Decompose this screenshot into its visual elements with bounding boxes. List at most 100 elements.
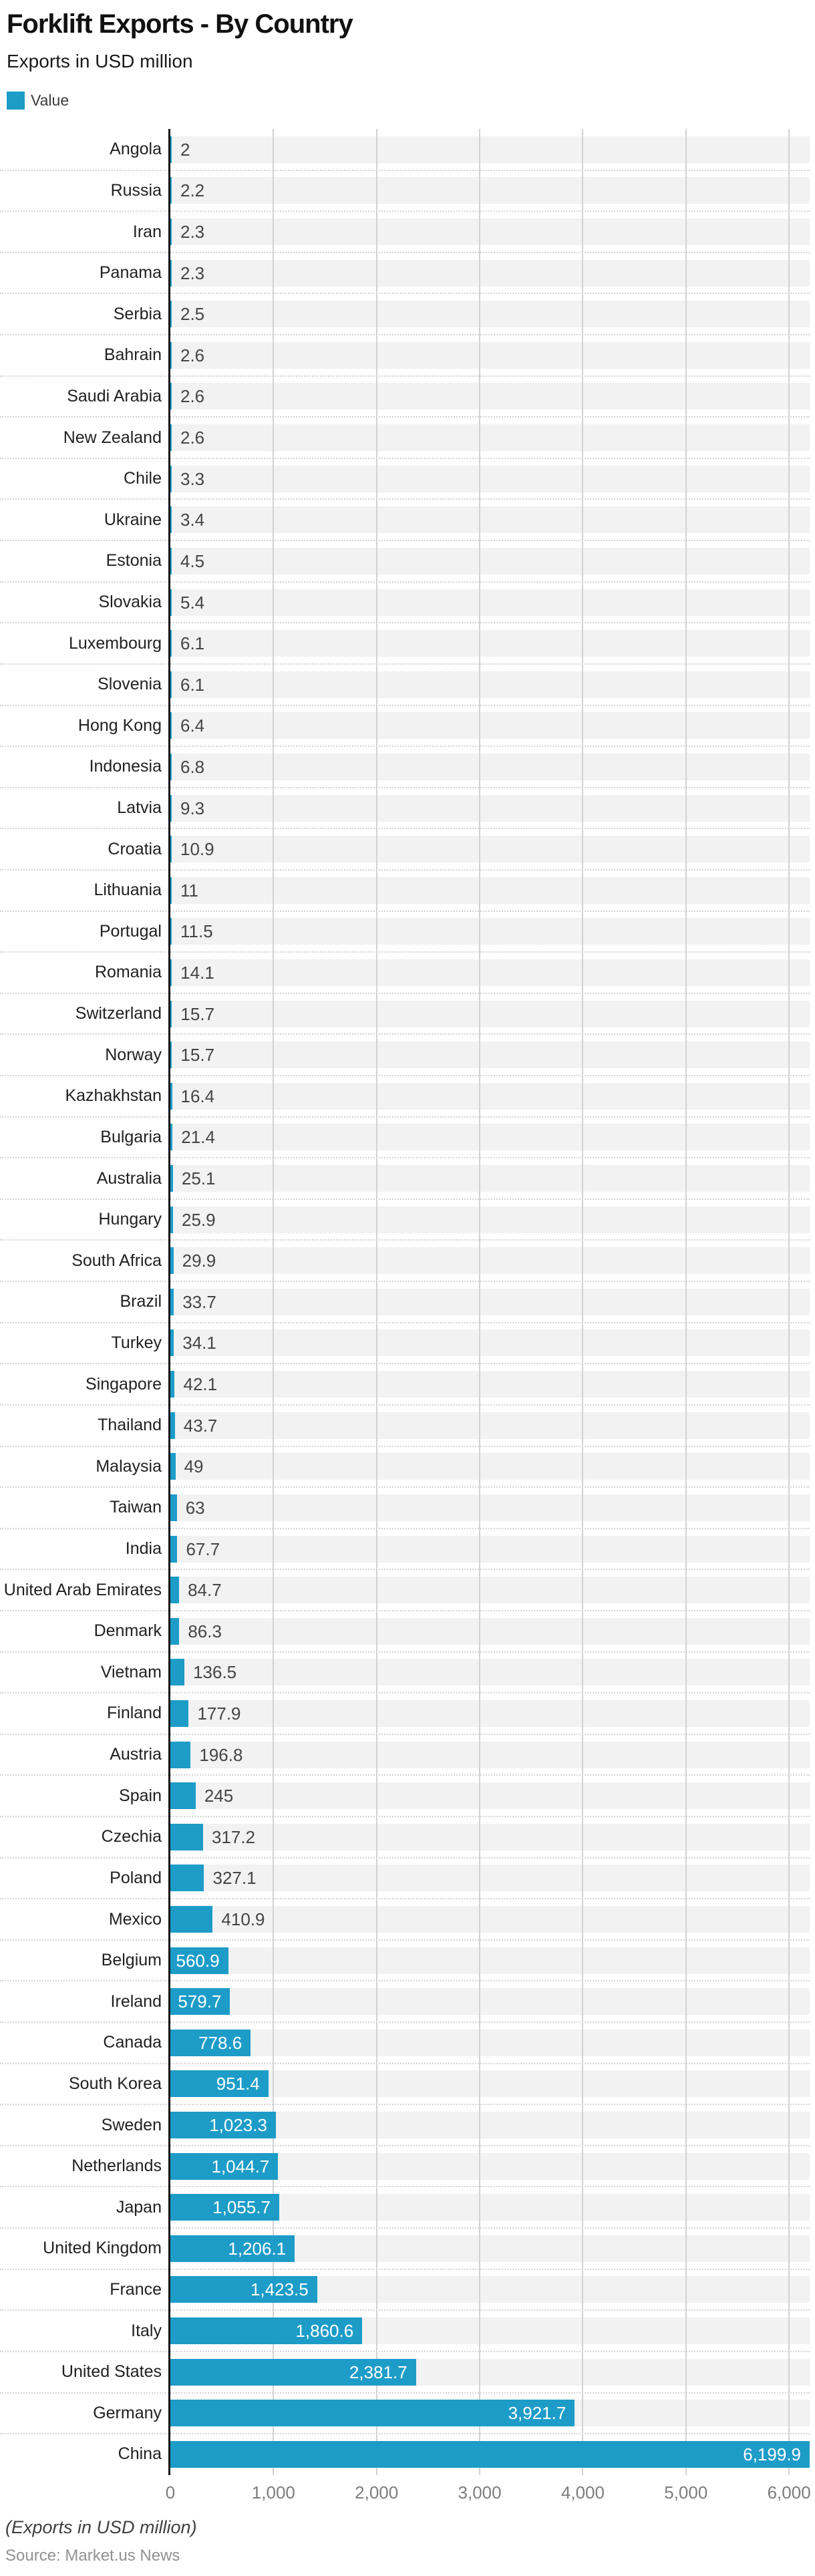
value-bar[interactable] <box>170 1453 176 1480</box>
value-bar[interactable] <box>170 506 172 534</box>
value-bar[interactable]: 1,860.6 <box>170 2317 363 2345</box>
chart-row: Vietnam 136.5 <box>0 1652 815 1694</box>
value-bar[interactable] <box>170 1371 175 1398</box>
value-bar[interactable] <box>170 1247 174 1275</box>
value-bar[interactable] <box>170 383 172 410</box>
chart-row: Germany 3,921.7 <box>0 2393 815 2434</box>
category-label: Finland <box>107 1704 162 1723</box>
chart-row: Italy 1,860.6 <box>0 2310 815 2352</box>
value-label: 16.4 <box>180 1086 215 1106</box>
value-label: 49 <box>184 1456 204 1477</box>
value-bar[interactable]: 6,199.9 <box>170 2440 810 2468</box>
value-bar[interactable] <box>170 1577 180 1604</box>
category-label: Poland <box>110 1868 162 1887</box>
value-bar[interactable] <box>170 753 172 780</box>
value-bar[interactable] <box>170 794 172 822</box>
value-bar[interactable]: 579.7 <box>170 1988 230 2016</box>
value-bar[interactable] <box>170 589 172 616</box>
value-bar[interactable] <box>170 1494 177 1521</box>
value-bar[interactable] <box>170 177 172 204</box>
row-track: 2.6 <box>170 424 810 452</box>
value-bar[interactable] <box>170 918 172 945</box>
category-label: Iran <box>132 222 162 241</box>
value-bar[interactable] <box>170 1782 196 1810</box>
value-bar[interactable] <box>170 1124 173 1151</box>
value-bar[interactable] <box>170 424 172 452</box>
row-track: 1,023.3 <box>170 2112 810 2139</box>
value-label: 3,921.7 <box>508 2403 566 2424</box>
category-label: Italy <box>131 2321 162 2340</box>
value-bar[interactable]: 951.4 <box>170 2070 269 2098</box>
row-track: 42.1 <box>170 1371 810 1398</box>
value-bar[interactable] <box>170 876 172 904</box>
value-bar[interactable]: 1,055.7 <box>170 2194 279 2221</box>
value-label: 1,055.7 <box>212 2197 271 2218</box>
chart-row: Croatia 10.9 <box>0 828 815 870</box>
row-track: 86.3 <box>170 1617 810 1645</box>
value-bar[interactable] <box>170 547 172 575</box>
value-label: 177.9 <box>197 1703 241 1724</box>
row-track: 6.4 <box>170 712 810 740</box>
legend-item-value[interactable]: Value <box>7 92 69 110</box>
value-bar[interactable] <box>170 1000 172 1027</box>
value-bar[interactable] <box>170 1823 203 1850</box>
value-bar[interactable]: 1,023.3 <box>170 2112 276 2139</box>
value-label: 34.1 <box>182 1333 216 1353</box>
row-track: 15.7 <box>170 1000 810 1027</box>
category-label: Brazil <box>120 1292 162 1311</box>
value-label: 2.3 <box>180 263 205 283</box>
chart-row: Iran 2.3 <box>0 211 815 253</box>
axis-tick-label: 3,000 <box>458 2482 502 2503</box>
value-bar[interactable]: 1,206.1 <box>170 2235 295 2262</box>
value-label: 6.1 <box>180 674 205 695</box>
value-bar[interactable] <box>170 1412 175 1439</box>
value-bar[interactable] <box>170 1865 204 1892</box>
chart-row: Portugal 11.5 <box>0 911 815 953</box>
value-bar[interactable] <box>170 1165 173 1192</box>
value-bar[interactable] <box>170 259 172 287</box>
value-bar[interactable] <box>170 959 172 986</box>
value-bar[interactable] <box>170 1041 172 1069</box>
value-bar[interactable] <box>170 341 172 369</box>
value-bar[interactable] <box>170 1082 172 1110</box>
value-label: 5.4 <box>180 592 205 613</box>
value-bar[interactable] <box>170 136 172 163</box>
value-bar[interactable] <box>170 1906 213 1933</box>
legend-swatch-icon <box>7 92 25 110</box>
value-bar[interactable]: 778.6 <box>170 2029 251 2056</box>
category-label: Turkey <box>111 1333 162 1352</box>
value-bar[interactable] <box>170 630 172 657</box>
row-track: 49 <box>170 1453 810 1480</box>
value-bar[interactable] <box>170 1288 174 1315</box>
value-bar[interactable] <box>170 218 172 246</box>
row-track: 25.1 <box>170 1165 810 1192</box>
category-label: Czechia <box>101 1827 162 1846</box>
value-bar[interactable] <box>170 1535 178 1563</box>
value-bar[interactable] <box>170 1206 173 1233</box>
value-bar[interactable] <box>170 1617 180 1645</box>
value-label: 29.9 <box>182 1251 216 1271</box>
chart-row: South Africa 29.9 <box>0 1240 815 1282</box>
value-bar[interactable] <box>170 465 172 492</box>
value-bar[interactable] <box>170 1741 191 1768</box>
value-bar[interactable] <box>170 301 172 328</box>
value-bar[interactable] <box>170 836 172 863</box>
value-label: 3.3 <box>180 468 205 489</box>
value-bar[interactable]: 2,381.7 <box>170 2358 416 2386</box>
row-track: 327.1 <box>170 1865 810 1892</box>
row-track: 2.3 <box>170 218 810 246</box>
value-bar[interactable] <box>170 671 172 698</box>
value-label: 15.7 <box>180 1045 215 1066</box>
value-bar[interactable]: 1,423.5 <box>170 2276 317 2303</box>
category-label: Bahrain <box>104 345 162 365</box>
value-bar[interactable] <box>170 1700 189 1727</box>
value-bar[interactable] <box>170 1659 185 1686</box>
value-bar[interactable] <box>170 1329 174 1357</box>
chart-row: South Korea 951.4 <box>0 2064 815 2105</box>
value-bar[interactable]: 3,921.7 <box>170 2400 575 2427</box>
value-label: 317.2 <box>211 1826 256 1847</box>
value-bar[interactable]: 1,044.7 <box>170 2152 279 2180</box>
value-bar[interactable] <box>170 712 172 740</box>
value-bar[interactable]: 560.9 <box>170 1947 228 1974</box>
